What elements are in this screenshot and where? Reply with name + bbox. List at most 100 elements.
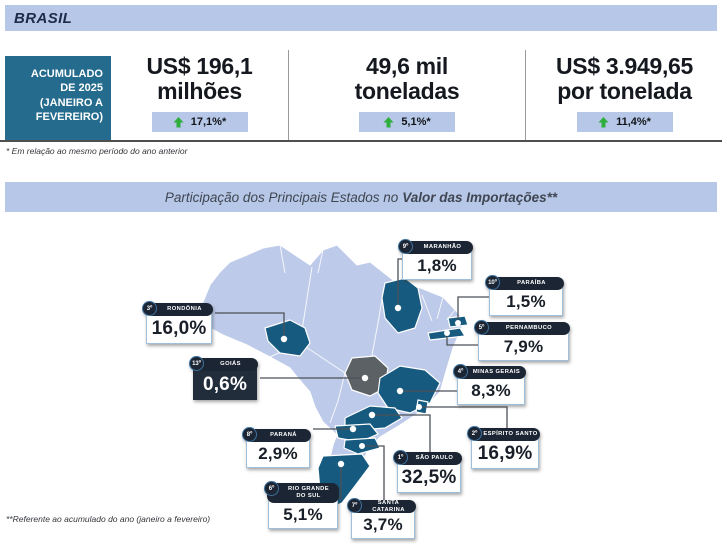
map-section-title-bold: Valor das Importações** <box>402 189 558 205</box>
map-point-dot <box>337 460 345 468</box>
kpi-import-volume: 49,6 mil toneladas 5,1%* <box>290 53 524 133</box>
section-divider-line <box>0 140 722 142</box>
kpi-value: 49,6 mil toneladas <box>354 53 460 104</box>
kpi-value: US$ 3.949,65 por tonelada <box>555 53 694 104</box>
state-card-parana: 8º PARANÁ 2,9% <box>242 427 311 468</box>
state-card-header: 10º PARAÍBA <box>485 275 564 290</box>
kpi-import-value: US$ 196,1 milhões 17,1%* <box>112 53 287 133</box>
column-divider <box>288 50 289 140</box>
state-name: ESPÍRITO SANTO <box>483 431 538 438</box>
state-name: PERNAMBUCO <box>505 325 553 332</box>
state-name: RONDÔNIA <box>167 306 202 313</box>
up-arrow-icon <box>598 116 609 128</box>
rank-badge: 10º <box>485 275 500 290</box>
state-name: GOIÁS <box>220 361 241 368</box>
map-point-dot <box>455 320 461 326</box>
map-point-dot <box>444 330 450 336</box>
connector-pernambuco <box>446 333 479 346</box>
rank-badge: 3º <box>142 301 157 316</box>
period-line: FEVEREIRO) <box>35 110 103 123</box>
state-card-rondonia: 3º RONDÔNIA 16,0% <box>142 301 213 344</box>
connector-paraiba <box>457 296 490 323</box>
state-card-header: 13º GOIÁS <box>189 356 258 371</box>
state-card-espirito-santo: 2º ESPÍRITO SANTO 16,9% <box>467 426 540 469</box>
state-share-value: 0,6% <box>193 368 257 400</box>
connector-rio-grande-do-sul <box>339 464 342 499</box>
change-badge: 11,4%* <box>576 112 673 133</box>
state-card-paraiba: 10º PARAÍBA 1,5% <box>485 275 564 316</box>
state-name: MARANHÃO <box>423 244 462 251</box>
column-divider <box>525 50 526 140</box>
change-badge: 17,1%* <box>151 112 248 133</box>
map-point-dot <box>394 304 402 312</box>
state-share-value: 8,3% <box>457 376 525 405</box>
state-share-value: 1,8% <box>402 251 472 280</box>
state-card-pernambuco: 5º PERNAMBUCO 7,9% <box>474 320 570 361</box>
map-point-dot <box>416 404 422 410</box>
connector-sao-paulo <box>372 414 431 453</box>
map-point-dots <box>280 304 461 468</box>
state-card-header: 2º ESPÍRITO SANTO <box>467 426 540 441</box>
rank-badge: 4º <box>453 364 468 379</box>
state-card-header: 5º PERNAMBUCO <box>474 320 570 335</box>
rank-badge: 5º <box>474 320 489 335</box>
state-card-minas-gerais: 4º MINAS GERAIS 8,3% <box>453 364 526 405</box>
brazil-map <box>192 244 508 509</box>
map-point-dot <box>361 374 369 382</box>
period-label-box: ACUMULADO DE 2025 (JANEIRO A FEVEREIRO) <box>5 56 111 141</box>
map-section-title: Participação dos Principais Estados no <box>164 189 399 205</box>
map-point-dot <box>396 387 404 395</box>
period-line: ACUMULADO <box>30 68 103 80</box>
change-badge: 5,1%* <box>359 112 455 133</box>
map-point-dot <box>368 411 376 419</box>
header-band: BRASIL <box>5 5 717 31</box>
change-value: 5,1%* <box>401 116 431 129</box>
kpi-footnote: * Em relação ao mesmo período do ano ant… <box>6 146 188 156</box>
period-line: DE 2025 <box>60 82 103 95</box>
page-title: BRASIL <box>14 9 73 27</box>
map-point-dot <box>349 425 357 433</box>
state-card-header: 4º MINAS GERAIS <box>453 364 526 379</box>
period-line: (JANEIRO A <box>39 96 103 109</box>
state-share-value: 32,5% <box>397 462 461 493</box>
change-value: 11,4%* <box>616 116 651 129</box>
map-point-dot <box>280 335 288 343</box>
connector-santa-catarina <box>362 445 385 502</box>
kpi-price-per-ton: US$ 3.949,65 por tonelada 11,4%* <box>527 53 722 133</box>
state-name: PARAÍBA <box>517 280 546 287</box>
state-share-value: 16,0% <box>146 313 212 344</box>
rank-badge: 1º <box>393 450 408 465</box>
map-footnote: **Referente ao acumulado do ano (janeiro… <box>6 514 211 524</box>
up-arrow-icon <box>383 116 394 128</box>
state-share-value: 5,1% <box>268 500 338 529</box>
state-card-header: 9º MARANHÃO <box>398 239 473 254</box>
change-value: 17,1%* <box>190 116 227 129</box>
highlighted-states <box>264 277 469 509</box>
state-card-rio-grande-do-sul: 6º RIO GRANDE DO SUL 5,1% <box>264 481 339 529</box>
map-point-dot <box>359 443 365 449</box>
state-share-value: 16,9% <box>471 438 539 469</box>
state-card-header: 3º RONDÔNIA <box>142 301 213 316</box>
state-card-maranhao: 9º MARANHÃO 1,8% <box>398 239 473 280</box>
state-name: MINAS GERAIS <box>472 369 521 376</box>
rank-badge: 8º <box>242 427 257 442</box>
state-maranhao <box>381 277 423 334</box>
state-share-value: 2,9% <box>246 439 310 468</box>
rank-badge: 6º <box>264 481 279 496</box>
state-card-header: 7º SANTA CATARINA <box>347 498 416 513</box>
rank-badge: 9º <box>398 239 413 254</box>
state-card-header: 8º PARANÁ <box>242 427 311 442</box>
state-name: SÃO PAULO <box>415 455 454 462</box>
state-card-header: 6º RIO GRANDE DO SUL <box>264 481 339 503</box>
state-share-value: 7,9% <box>478 332 569 361</box>
map-section-title-band: Participação dos Principais Estados no V… <box>5 182 717 212</box>
rank-badge: 13º <box>189 356 204 371</box>
up-arrow-icon <box>173 116 184 128</box>
connector-rondonia <box>215 312 285 339</box>
state-share-value: 3,7% <box>351 510 415 539</box>
kpi-value: US$ 196,1 milhões <box>146 53 253 104</box>
label-connectors <box>215 258 508 502</box>
state-rondonia <box>264 319 311 357</box>
state-name: PARANÁ <box>270 432 297 439</box>
